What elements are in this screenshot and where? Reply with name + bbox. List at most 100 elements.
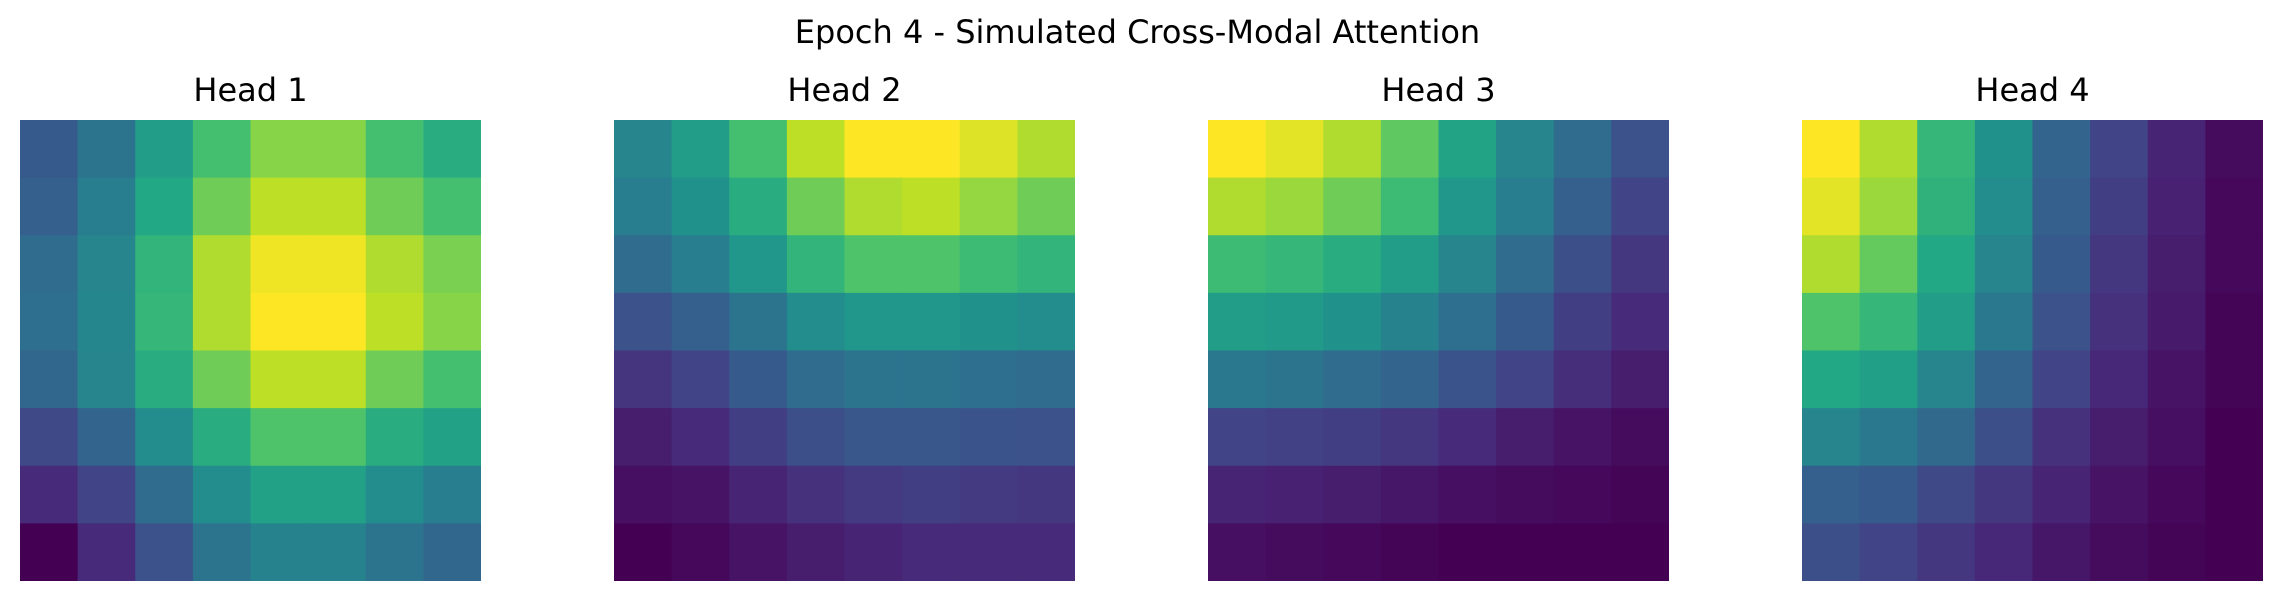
- heatmap-cell-r5-c7: [1553, 350, 1612, 409]
- heatmap-cell-r2-c5: [844, 177, 903, 236]
- heatmap-cell-r5-c3: [135, 350, 194, 409]
- heatmap-cell-r1-c5: [250, 120, 309, 179]
- heatmap-cell-r2-c3: [729, 177, 788, 236]
- heatmap-cell-r4-c4: [1380, 292, 1440, 352]
- heatmap-cell-r7-c3: [729, 465, 788, 524]
- heatmap-cell-r5-c8: [1611, 350, 1669, 409]
- heatmap-cell-r6-c7: [365, 408, 424, 467]
- heatmap-cell-r2-c4: [1974, 177, 2034, 236]
- heatmap-cell-r5-c8: [423, 350, 481, 409]
- heatmap-cell-r8-c7: [2147, 523, 2206, 581]
- heatmap-cell-r7-c1: [20, 465, 79, 524]
- heatmap-cell-r4-c1: [1802, 292, 1861, 352]
- heatmap-cell-r2-c1: [1208, 177, 1267, 236]
- heatmap-cell-r3-c7: [365, 235, 424, 294]
- heatmap-cell-r5-c4: [786, 350, 846, 409]
- heatmap-cell-r5-c2: [1859, 350, 1918, 409]
- heatmap-cell-r3-c6: [1496, 235, 1555, 294]
- heatmap-cell-r4-c4: [786, 292, 846, 352]
- heatmap-cell-r4-c1: [614, 292, 673, 352]
- heatmap-cell-r1-c1: [1208, 120, 1267, 179]
- heatmap-cell-r7-c4: [1380, 465, 1440, 524]
- heatmap-cell-r6-c5: [250, 408, 309, 467]
- heatmap-cell-r3-c8: [423, 235, 481, 294]
- heatmap-cell-r1-c8: [2205, 120, 2263, 179]
- heatmap-cell-r7-c7: [1553, 465, 1612, 524]
- heatmap-cell-r3-c5: [250, 235, 309, 294]
- heatmap-cell-r6-c1: [1802, 408, 1861, 467]
- heatmap-cell-r7-c1: [614, 465, 673, 524]
- heatmap-cell-r5-c1: [1208, 350, 1267, 409]
- heatmap-cell-r8-c3: [729, 523, 788, 581]
- heatmap-cell-r3-c5: [2032, 235, 2091, 294]
- heatmap-cell-r2-c2: [1265, 177, 1324, 236]
- heatmap-cell-r8-c6: [308, 523, 367, 581]
- heatmap-cell-r8-c3: [135, 523, 194, 581]
- heatmap-cell-r3-c5: [1438, 235, 1497, 294]
- heatmap-cell-r6-c8: [1611, 408, 1669, 467]
- heatmap: [1208, 120, 1669, 581]
- heatmap-cell-r3-c1: [614, 235, 673, 294]
- heatmap-cell-r1-c5: [1438, 120, 1497, 179]
- heatmap-cell-r1-c6: [902, 120, 961, 179]
- heatmap-cell-r1-c3: [729, 120, 788, 179]
- heatmap-cell-r5-c4: [1974, 350, 2034, 409]
- heatmap-cell-r7-c6: [1496, 465, 1555, 524]
- heatmap-cell-r2-c7: [959, 177, 1018, 236]
- heatmap-cell-r5-c1: [20, 350, 79, 409]
- heatmap-cell-r3-c7: [2147, 235, 2206, 294]
- heatmap-cell-r2-c8: [423, 177, 481, 236]
- heatmap-cell-r2-c5: [250, 177, 309, 236]
- heatmap-cell-r8-c4: [786, 523, 846, 581]
- heatmap-cell-r1-c1: [614, 120, 673, 179]
- heatmap-cell-r8-c8: [2205, 523, 2263, 581]
- heatmap-cell-r7-c7: [2147, 465, 2206, 524]
- heatmap-cell-r1-c8: [423, 120, 481, 179]
- heatmap-cell-r4-c8: [423, 292, 481, 352]
- heatmap-cell-r4-c2: [671, 292, 730, 352]
- heatmap-cell-r5-c3: [729, 350, 788, 409]
- heatmap-cell-r8-c5: [844, 523, 903, 581]
- heatmap-cell-r5-c3: [1323, 350, 1382, 409]
- heatmap-cell-r8-c3: [1917, 523, 1976, 581]
- heatmap-cell-r5-c7: [2147, 350, 2206, 409]
- heatmap-cell-r8-c2: [1859, 523, 1918, 581]
- heatmap-cell-r3-c7: [1553, 235, 1612, 294]
- heatmap-cell-r4-c4: [1974, 292, 2034, 352]
- heatmap-cell-r6-c3: [135, 408, 194, 467]
- heatmap-cell-r6-c4: [192, 408, 252, 467]
- heatmap-cell-r8-c8: [423, 523, 481, 581]
- heatmap-cell-r4-c2: [77, 292, 136, 352]
- heatmap: [1802, 120, 2263, 581]
- heatmap-cell-r6-c5: [1438, 408, 1497, 467]
- heatmap-cell-r3-c1: [1208, 235, 1267, 294]
- heatmap-cell-r2-c7: [365, 177, 424, 236]
- heatmap-cell-r6-c8: [423, 408, 481, 467]
- heatmap-cell-r3-c4: [786, 235, 846, 294]
- heatmap-cell-r6-c3: [729, 408, 788, 467]
- heatmap-cell-r5-c8: [2205, 350, 2263, 409]
- heatmap-cell-r7-c3: [1323, 465, 1382, 524]
- heatmap-cell-r4-c3: [135, 292, 194, 352]
- heatmap-cell-r4-c4: [192, 292, 252, 352]
- heatmap-cell-r2-c3: [1917, 177, 1976, 236]
- heatmap-cell-r4-c8: [1017, 292, 1075, 352]
- heatmap-cell-r2-c6: [1496, 177, 1555, 236]
- heatmap-cell-r5-c7: [365, 350, 424, 409]
- heatmap-cell-r2-c6: [902, 177, 961, 236]
- panel-title: Head 1: [193, 71, 308, 109]
- heatmap-cell-r3-c4: [192, 235, 252, 294]
- heatmap-cell-r1-c4: [192, 120, 252, 179]
- heatmap-cell-r2-c4: [786, 177, 846, 236]
- heatmap-cell-r5-c5: [1438, 350, 1497, 409]
- heatmap-cell-r6-c8: [1017, 408, 1075, 467]
- heatmap-cell-r6-c8: [2205, 408, 2263, 467]
- heatmap: [614, 120, 1075, 581]
- heatmap-cell-r1-c2: [77, 120, 136, 179]
- heatmap-cell-r3-c6: [308, 235, 367, 294]
- heatmap-cell-r3-c8: [1017, 235, 1075, 294]
- heatmap-cell-r4-c7: [959, 292, 1018, 352]
- heatmap-cell-r8-c7: [959, 523, 1018, 581]
- panel-title: Head 4: [1975, 71, 2090, 109]
- heatmap-cell-r5-c5: [250, 350, 309, 409]
